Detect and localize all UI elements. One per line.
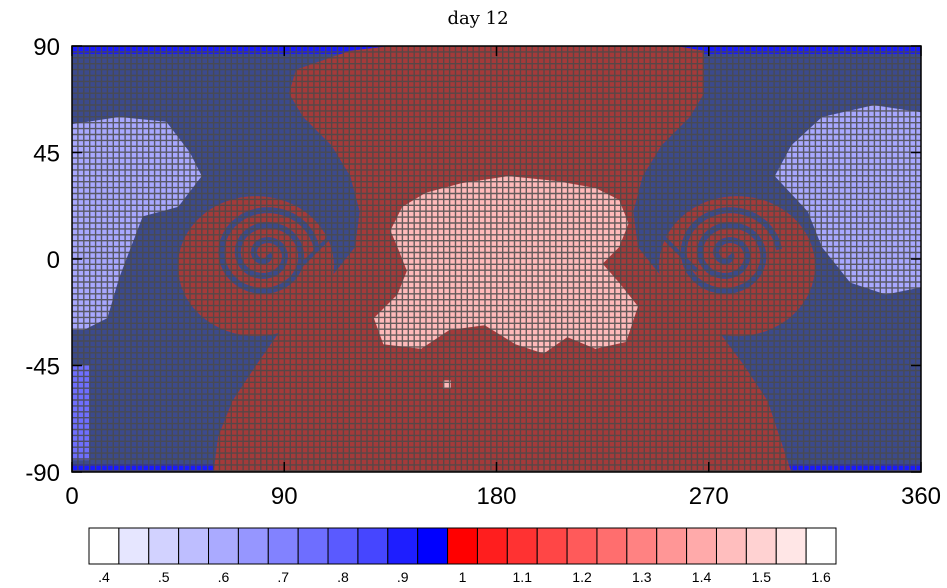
- colorbar-swatch: [447, 527, 478, 565]
- x-tick-label: 360: [901, 483, 941, 510]
- colorbar-swatch: [208, 527, 239, 565]
- colorbar-swatch: [178, 527, 210, 565]
- axes: 0 90 180 270 360 90 45 0 -45 -90: [25, 34, 941, 510]
- colorbar-label: 1.3: [632, 569, 652, 585]
- colorbar-swatch: [237, 527, 269, 565]
- y-tick-label: 0: [47, 247, 60, 274]
- colorbar-label: 1.6: [811, 569, 831, 585]
- y-tick-label: -45: [25, 354, 60, 381]
- y-tick-label: 45: [33, 141, 60, 168]
- colorbar-swatch: [387, 527, 419, 565]
- colorbar-label: .9: [397, 569, 409, 585]
- colorbar-swatch: [476, 527, 508, 565]
- colorbar-swatch: [536, 527, 568, 565]
- colorbar-swatch: [775, 527, 807, 565]
- colorbar-swatch: [566, 527, 598, 565]
- colorbar-swatch: [357, 527, 389, 565]
- colorbar-label: .8: [337, 569, 349, 585]
- x-tick-label: 270: [689, 483, 729, 510]
- colorbar-swatch: [656, 527, 688, 565]
- colorbar-label: .4: [98, 569, 110, 585]
- colorbar-swatch: [596, 527, 628, 565]
- colorbar-swatch: [805, 527, 837, 565]
- cell-grid-overlay: [72, 46, 921, 472]
- x-tick-label: 0: [65, 483, 78, 510]
- colorbar-swatch: [118, 527, 150, 565]
- colorbar-swatch: [297, 527, 329, 565]
- colorbar-label: .6: [218, 569, 230, 585]
- field-low-strip-southwest: [72, 365, 90, 461]
- colorbar-swatch: [626, 527, 658, 565]
- vortex-west-lobe: [177, 196, 334, 337]
- colorbar-swatch: [417, 527, 449, 565]
- colorbar-swatch: [686, 527, 717, 565]
- colorbar-label: 1.2: [572, 569, 592, 585]
- colorbar-label: 1.5: [752, 569, 772, 585]
- colorbar-label: 1.4: [692, 569, 712, 585]
- x-tick-label: 90: [271, 483, 298, 510]
- y-tick-label: -90: [25, 460, 60, 487]
- colorbar-label: 1: [459, 569, 467, 585]
- x-tick-label: 180: [476, 483, 516, 510]
- colorbar-swatch: [715, 527, 747, 565]
- colorbar-label: .5: [158, 569, 170, 585]
- y-tick-label: 90: [33, 34, 60, 61]
- colorbar-swatch: [88, 527, 120, 565]
- colorbar-swatch: [745, 527, 777, 565]
- colorbar-swatch: [327, 527, 359, 565]
- colorbar-swatch: [148, 527, 180, 565]
- colorbar-label: 1.1: [513, 569, 533, 585]
- colorbar-swatch: [506, 527, 538, 565]
- cell-grid-lines: [72, 46, 921, 472]
- colorbar: .4 .5 .6 .7 .8 .9 1 1.1 1.2 1.3 1.4 1.5 1.6: [88, 527, 837, 585]
- colorbar-swatch: [267, 527, 299, 565]
- field-high-speck: [442, 380, 451, 389]
- chart-title: day 12: [447, 8, 508, 29]
- colorbar-label: .7: [277, 569, 289, 585]
